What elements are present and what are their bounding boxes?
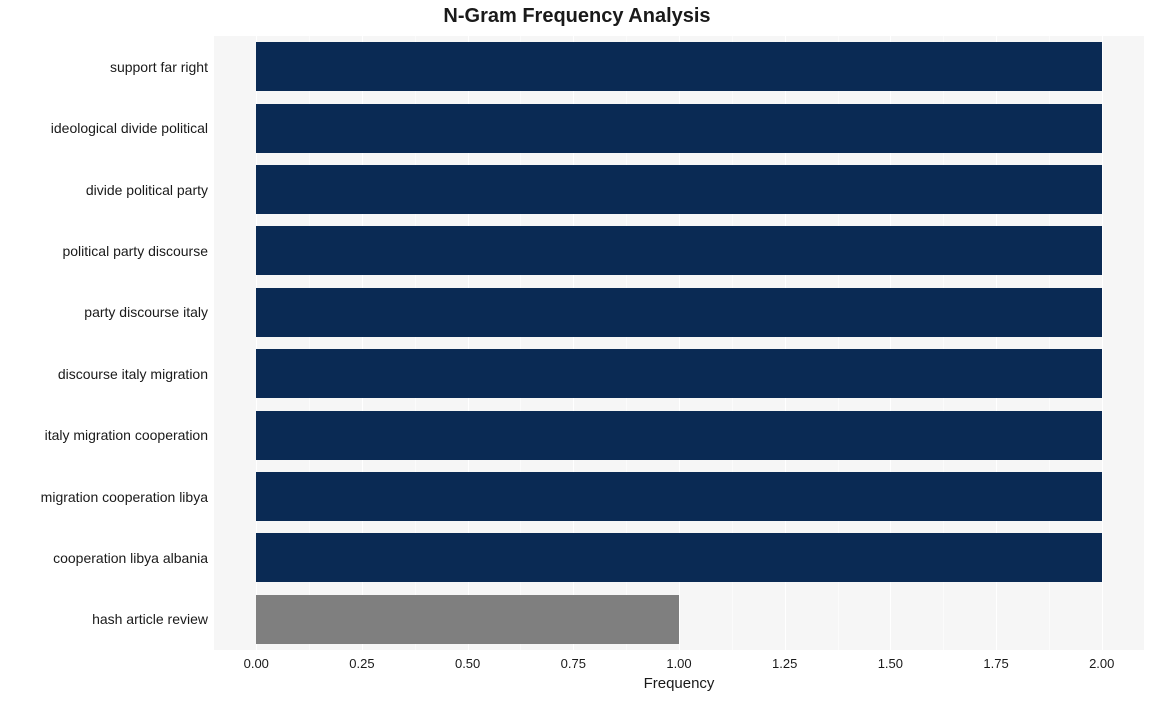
bar-slot [214, 104, 1144, 153]
x-tick-label: 1.25 [772, 656, 797, 671]
bar-slot [214, 533, 1144, 582]
bar [256, 349, 1101, 398]
y-tick-label: support far right [0, 59, 208, 75]
bar [256, 104, 1101, 153]
bar [256, 226, 1101, 275]
x-tick-label: 0.50 [455, 656, 480, 671]
ngram-chart: N-Gram Frequency Analysis Frequency 0.00… [0, 0, 1154, 701]
bar-slot [214, 472, 1144, 521]
bar [256, 165, 1101, 214]
plot-area [214, 36, 1144, 650]
bar [256, 472, 1101, 521]
x-tick-label: 1.00 [666, 656, 691, 671]
bar-slot [214, 165, 1144, 214]
bar [256, 42, 1101, 91]
bar-slot [214, 42, 1144, 91]
y-tick-label: cooperation libya albania [0, 550, 208, 566]
x-tick-label: 0.25 [349, 656, 374, 671]
bar-slot [214, 288, 1144, 337]
bar-slot [214, 226, 1144, 275]
y-tick-label: hash article review [0, 611, 208, 627]
y-tick-label: party discourse italy [0, 304, 208, 320]
chart-title: N-Gram Frequency Analysis [0, 5, 1154, 28]
x-tick-label: 1.75 [983, 656, 1008, 671]
y-tick-label: migration cooperation libya [0, 489, 208, 505]
y-tick-label: divide political party [0, 182, 208, 198]
bar-slot [214, 349, 1144, 398]
bar [256, 411, 1101, 460]
x-tick-label: 0.00 [244, 656, 269, 671]
x-tick-label: 0.75 [561, 656, 586, 671]
bar-slot [214, 595, 1144, 644]
bar [256, 533, 1101, 582]
plot-panel [214, 36, 1144, 650]
y-tick-label: italy migration cooperation [0, 427, 208, 443]
x-axis-label: Frequency [214, 675, 1144, 692]
bar-slot [214, 411, 1144, 460]
bar [256, 595, 679, 644]
y-tick-label: discourse italy migration [0, 366, 208, 382]
x-tick-label: 1.50 [878, 656, 903, 671]
y-tick-label: ideological divide political [0, 120, 208, 136]
x-tick-label: 2.00 [1089, 656, 1114, 671]
y-tick-label: political party discourse [0, 243, 208, 259]
bar [256, 288, 1101, 337]
